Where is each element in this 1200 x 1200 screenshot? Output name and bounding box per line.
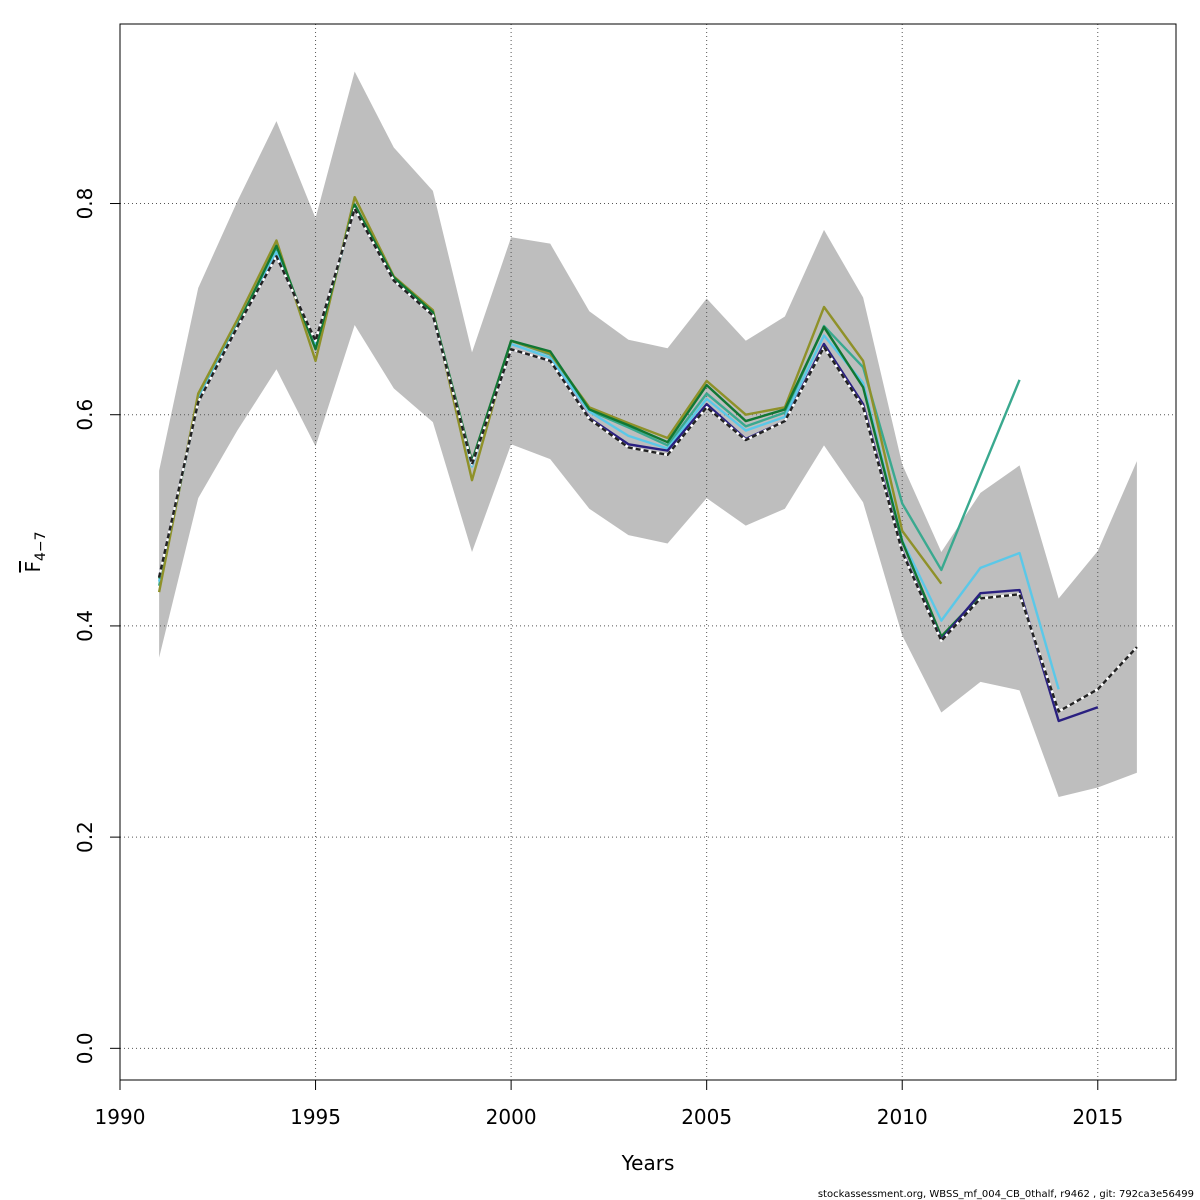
x-tick-label: 1990 [95, 1105, 146, 1129]
y-axis-title-subscript: 4−7 [33, 531, 49, 561]
y-tick-label-group: 0.2 [73, 821, 97, 853]
x-tick-label: 2000 [486, 1105, 537, 1129]
y-tick-label-group: 0.6 [73, 399, 97, 431]
x-tick-label: 2010 [877, 1105, 928, 1129]
x-tick-label: 2015 [1072, 1105, 1123, 1129]
y-tick-label: 0.0 [73, 1032, 97, 1064]
x-tick-label: 2005 [681, 1105, 732, 1129]
x-axis: 1990 1995 2000 2005 2010 2015 [95, 1079, 1123, 1129]
y-tick-label: 0.8 [73, 188, 97, 220]
y-tick-label-group: 0.4 [73, 610, 97, 642]
y-tick-label: 0.6 [73, 399, 97, 431]
series-layer [157, 195, 1138, 723]
svg-text:F4−7: F4−7 [21, 531, 49, 572]
y-axis-title: F4−7 [21, 531, 49, 572]
x-tick-label: 1995 [290, 1105, 341, 1129]
y-tick-label-group: 0.8 [73, 188, 97, 220]
x-axis-title: Years [621, 1151, 675, 1175]
y-axis-title-main: F [21, 561, 45, 573]
grid-layer [120, 24, 1176, 1080]
y-tick-label-group: 0.0 [73, 1032, 97, 1064]
y-tick-label: 0.4 [73, 610, 97, 642]
y-axis: 0.0 0.2 0.4 0.6 0.8 [73, 188, 121, 1064]
series-line-6 [157, 207, 1138, 713]
y-tick-label: 0.2 [73, 821, 97, 853]
footer-note: stockassessment.org, WBSS_mf_004_CB_0tha… [818, 1189, 1194, 1200]
